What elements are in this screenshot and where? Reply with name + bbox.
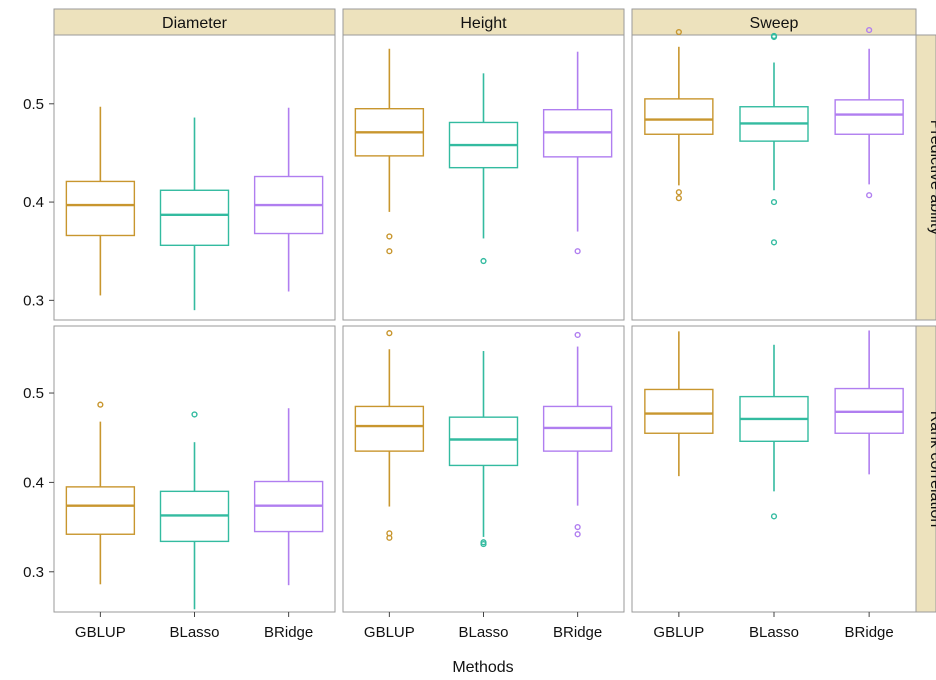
outlier-point: [386, 330, 393, 337]
outlier-point: [866, 192, 873, 199]
column-strip-sweep: [631, 8, 917, 36]
y-tick-label: 0.4: [23, 194, 44, 211]
x-tick-label: GBLUP: [653, 624, 704, 641]
box-gblup: [644, 28, 714, 202]
box-bridge: [253, 408, 324, 586]
outlier-point: [770, 33, 778, 41]
panel-rank-correlation-diameter: [65, 401, 324, 610]
box-bridge: [253, 107, 324, 292]
outlier-point: [770, 198, 778, 206]
box-bridge: [542, 51, 613, 255]
outlier-point: [675, 195, 682, 202]
y-tick-label: 0.3: [23, 292, 44, 309]
x-tick-label: BLasso: [169, 624, 219, 641]
outlier-point: [574, 531, 581, 538]
x-axis-title: Methods: [452, 659, 513, 676]
column-strip-label-sweep: Sweep: [750, 15, 799, 32]
column-strip-label-diameter: Diameter: [162, 15, 228, 32]
box-blasso: [159, 117, 230, 311]
box-iqr: [354, 405, 425, 452]
row-strip-label-rank-correlation: Rank correlation: [927, 411, 936, 528]
outlier-point: [97, 401, 104, 408]
outlier-point: [480, 257, 487, 265]
box-gblup: [354, 48, 425, 255]
outlier-point: [386, 233, 393, 240]
axes: 0.3 0.4 0.5 0.3 0.4 0.5 GBLUP BLasso BRidge GBLUP…: [23, 96, 894, 641]
box-gblup: [65, 401, 136, 585]
x-tick-label: BLasso: [458, 624, 508, 641]
box-iqr: [644, 98, 714, 135]
x-tick-label: BLasso: [749, 624, 799, 641]
box-bridge: [542, 331, 613, 538]
box-gblup: [644, 331, 714, 477]
panel-predictive-ability-diameter: [65, 106, 324, 311]
box-bridge: [834, 330, 904, 475]
box-bridge: [834, 26, 904, 199]
panel-rank-correlation-sweep: [644, 330, 904, 520]
y-tick-label: 0.3: [23, 564, 44, 581]
x-tick-label: GBLUP: [364, 624, 415, 641]
box-gblup: [354, 330, 425, 541]
panel-predictive-ability-sweep: [644, 26, 904, 246]
row-strip-label-predictive-ability: Predictive ability: [927, 120, 936, 236]
y-tick-label: 0.5: [23, 96, 44, 113]
outlier-point: [191, 411, 198, 418]
outlier-point: [675, 189, 682, 196]
outlier-point: [574, 331, 581, 339]
box-blasso: [739, 32, 809, 246]
panels: [53, 26, 917, 613]
y-tick-label: 0.4: [23, 474, 44, 491]
x-tick-label: GBLUP: [75, 624, 126, 641]
box-blasso: [739, 344, 809, 520]
box-gblup: [65, 106, 136, 296]
box-iqr: [65, 486, 136, 535]
outlier-point: [574, 248, 581, 255]
box-iqr: [65, 180, 136, 237]
box-blasso: [448, 351, 519, 548]
box-iqr: [834, 99, 904, 135]
panel-rank-correlation-height: [354, 330, 613, 548]
box-iqr: [448, 416, 519, 467]
box-iqr: [644, 388, 714, 434]
x-tick-label: BRidge: [553, 624, 602, 641]
box-iqr: [159, 189, 230, 247]
column-strip-diameter: [53, 8, 336, 36]
outlier-point: [770, 239, 778, 246]
outlier-point: [770, 513, 778, 520]
outlier-point: [574, 523, 581, 531]
outlier-point: [675, 28, 682, 36]
x-tick-label: BRidge: [845, 624, 894, 641]
x-tick-label: BRidge: [264, 624, 313, 641]
box-blasso: [159, 411, 230, 610]
outlier-point: [386, 248, 393, 255]
outlier-point: [386, 534, 393, 541]
column-strip-label-height: Height: [460, 15, 507, 32]
panel-predictive-ability-height: [354, 48, 613, 265]
outlier-point: [866, 26, 873, 34]
box-blasso: [448, 73, 519, 265]
y-tick-label: 0.5: [23, 385, 44, 402]
outlier-point: [480, 540, 487, 548]
